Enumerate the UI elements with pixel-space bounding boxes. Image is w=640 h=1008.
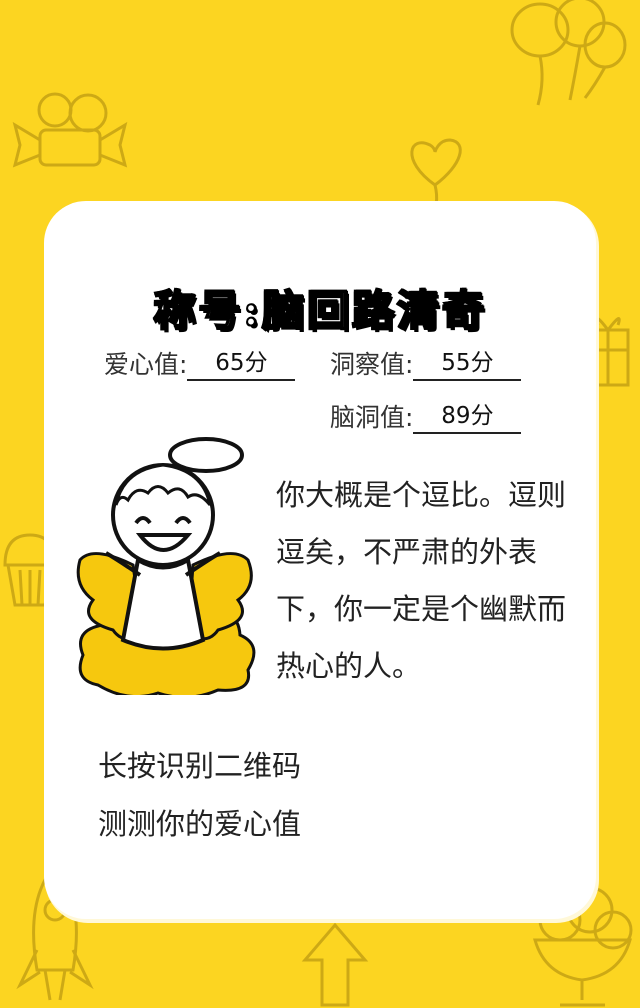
stat-imagination-label: 脑洞值:: [330, 403, 414, 432]
stat-love-value: 65分: [187, 349, 296, 381]
page-title: 称号:脑回路清奇: [152, 285, 487, 336]
candy-icon: [12, 92, 128, 168]
stat-imagination-value: 89分: [413, 402, 522, 434]
stat-insight-label: 洞察值:: [330, 350, 414, 379]
angel-illustration: [76, 437, 256, 695]
right-wing: [186, 552, 253, 641]
stat-love-label: 爱心值:: [104, 350, 188, 379]
qr-hint-line2: 测测你的爱心值: [98, 807, 302, 841]
stat-insight: 洞察值: 55分: [330, 345, 522, 381]
stat-love: 爱心值: 65分: [104, 345, 296, 381]
result-card: 称号:脑回路清奇 爱心值: 65分 洞察值: 55分 脑洞值: 89分 你大概是…: [48, 205, 592, 915]
result-description: 你大概是个逗比。逗则逗矣，不严肃的外表下，你一定是个幽默而热心的人。: [276, 478, 567, 683]
qr-hint-line1: 长按识别二维码: [98, 749, 302, 783]
stat-insight-value: 55分: [413, 349, 522, 381]
halo-icon: [168, 437, 244, 473]
balloons-icon: [510, 0, 627, 106]
arrow-icon: [301, 922, 369, 1007]
stat-imagination: 脑洞值: 89分: [330, 398, 522, 434]
angel-body: [120, 556, 206, 651]
